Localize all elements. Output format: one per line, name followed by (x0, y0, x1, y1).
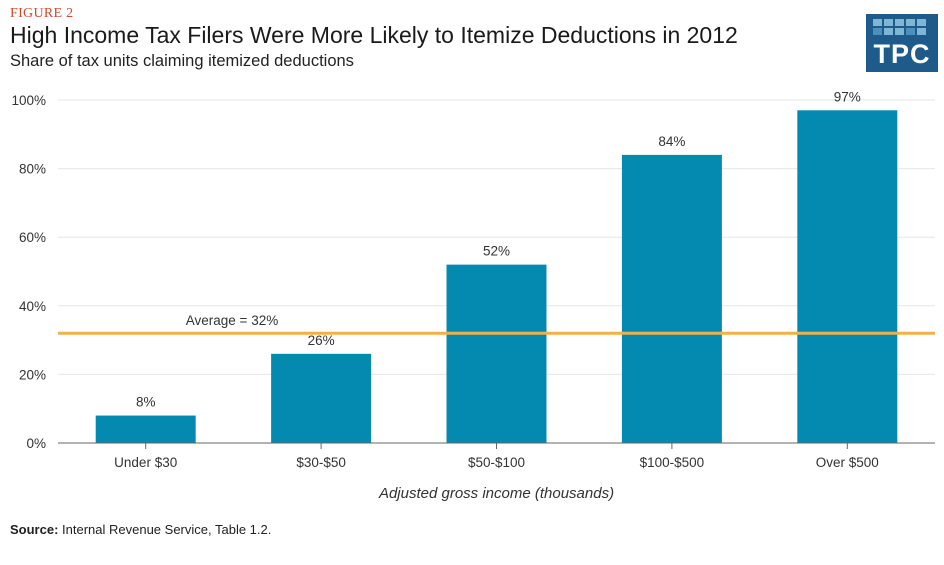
tpc-logo: TPC (866, 14, 938, 72)
x-tick-label: $30-$50 (296, 455, 346, 470)
bar (95, 415, 196, 443)
data-label: 97% (834, 89, 861, 104)
x-tick-label: Over $500 (816, 455, 879, 470)
y-tick-label: 100% (11, 93, 46, 108)
y-tick-label: 40% (19, 299, 46, 314)
x-axis-title: Adjusted gross income (thousands) (378, 485, 614, 502)
source-label: Source: (10, 522, 59, 537)
y-tick-label: 80% (19, 162, 46, 177)
x-tick-label: Under $30 (114, 455, 177, 470)
logo-text: TPC (873, 39, 931, 69)
data-label: 84% (658, 134, 685, 149)
figure-label: FIGURE 2 (10, 6, 74, 21)
source-note: Source: Internal Revenue Service, Table … (10, 522, 271, 537)
average-line-label: Average = 32% (186, 313, 278, 328)
bar (446, 264, 547, 443)
bar (621, 154, 722, 443)
x-tick-label: $100-$500 (640, 455, 705, 470)
logo-grid-icon (873, 19, 926, 35)
x-tick-label: $50-$100 (468, 455, 525, 470)
data-label: 26% (308, 333, 335, 348)
source-text: Internal Revenue Service, Table 1.2. (62, 522, 272, 537)
y-tick-label: 20% (19, 367, 46, 382)
y-tick-label: 0% (26, 436, 46, 451)
chart-subtitle: Share of tax units claiming itemized ded… (10, 52, 354, 70)
chart-title: High Income Tax Filers Were More Likely … (10, 22, 738, 48)
bar (797, 110, 898, 443)
data-label: 52% (483, 244, 510, 259)
y-tick-label: 60% (19, 230, 46, 245)
bar (271, 353, 372, 443)
data-label: 8% (136, 395, 156, 410)
